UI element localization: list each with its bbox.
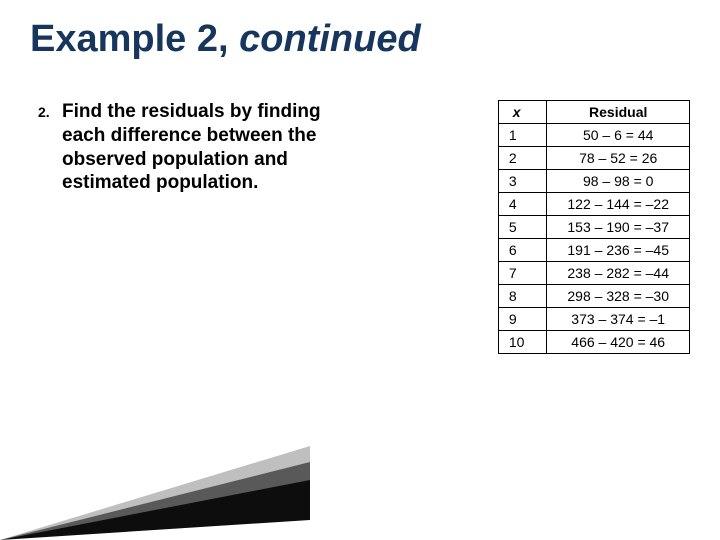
cell-x: 7 (498, 262, 547, 285)
table-row: 10466 – 420 = 46 (498, 331, 689, 354)
corner-wedge-graphic (0, 410, 310, 540)
wedge-light (0, 446, 310, 540)
table-row: 5153 – 190 = –37 (498, 216, 689, 239)
table-row: 9373 – 374 = –1 (498, 308, 689, 331)
step-block: 2. Find the residuals by finding each di… (38, 100, 332, 354)
cell-x: 8 (498, 285, 547, 308)
table-row: 278 – 52 = 26 (498, 147, 689, 170)
cell-residual: 238 – 282 = –44 (547, 262, 690, 285)
cell-x: 5 (498, 216, 547, 239)
cell-x: 4 (498, 193, 547, 216)
cell-residual: 153 – 190 = –37 (547, 216, 690, 239)
content-row: 2. Find the residuals by finding each di… (38, 100, 690, 354)
cell-residual: 50 – 6 = 44 (547, 124, 690, 147)
step-text: Find the residuals by finding each diffe… (62, 100, 332, 354)
cell-x: 3 (498, 170, 547, 193)
table-row: 4122 – 144 = –22 (498, 193, 689, 216)
col-header-x: x (498, 101, 547, 124)
cell-x: 6 (498, 239, 547, 262)
title-regular-part: Example 2, (30, 18, 239, 60)
table-row: 150 – 6 = 44 (498, 124, 689, 147)
wedge-dark (0, 480, 310, 540)
col-header-residual: Residual (547, 101, 690, 124)
residual-table-wrap: x Residual 150 – 6 = 44278 – 52 = 26398 … (498, 100, 690, 354)
cell-residual: 373 – 374 = –1 (547, 308, 690, 331)
table-row: 7238 – 282 = –44 (498, 262, 689, 285)
cell-residual: 191 – 236 = –45 (547, 239, 690, 262)
table-row: 398 – 98 = 0 (498, 170, 689, 193)
wedge-mid (0, 462, 310, 540)
cell-residual: 98 – 98 = 0 (547, 170, 690, 193)
cell-residual: 466 – 420 = 46 (547, 331, 690, 354)
table-row: 8298 – 328 = –30 (498, 285, 689, 308)
cell-x: 10 (498, 331, 547, 354)
residual-table: x Residual 150 – 6 = 44278 – 52 = 26398 … (498, 100, 690, 354)
cell-residual: 298 – 328 = –30 (547, 285, 690, 308)
table-row: 6191 – 236 = –45 (498, 239, 689, 262)
step-number: 2. (38, 100, 62, 354)
cell-residual: 122 – 144 = –22 (547, 193, 690, 216)
slide-title: Example 2, continued (30, 18, 421, 61)
cell-x: 2 (498, 147, 547, 170)
table-header-row: x Residual (498, 101, 689, 124)
title-italic-part: continued (239, 18, 421, 60)
cell-residual: 78 – 52 = 26 (547, 147, 690, 170)
cell-x: 9 (498, 308, 547, 331)
cell-x: 1 (498, 124, 547, 147)
